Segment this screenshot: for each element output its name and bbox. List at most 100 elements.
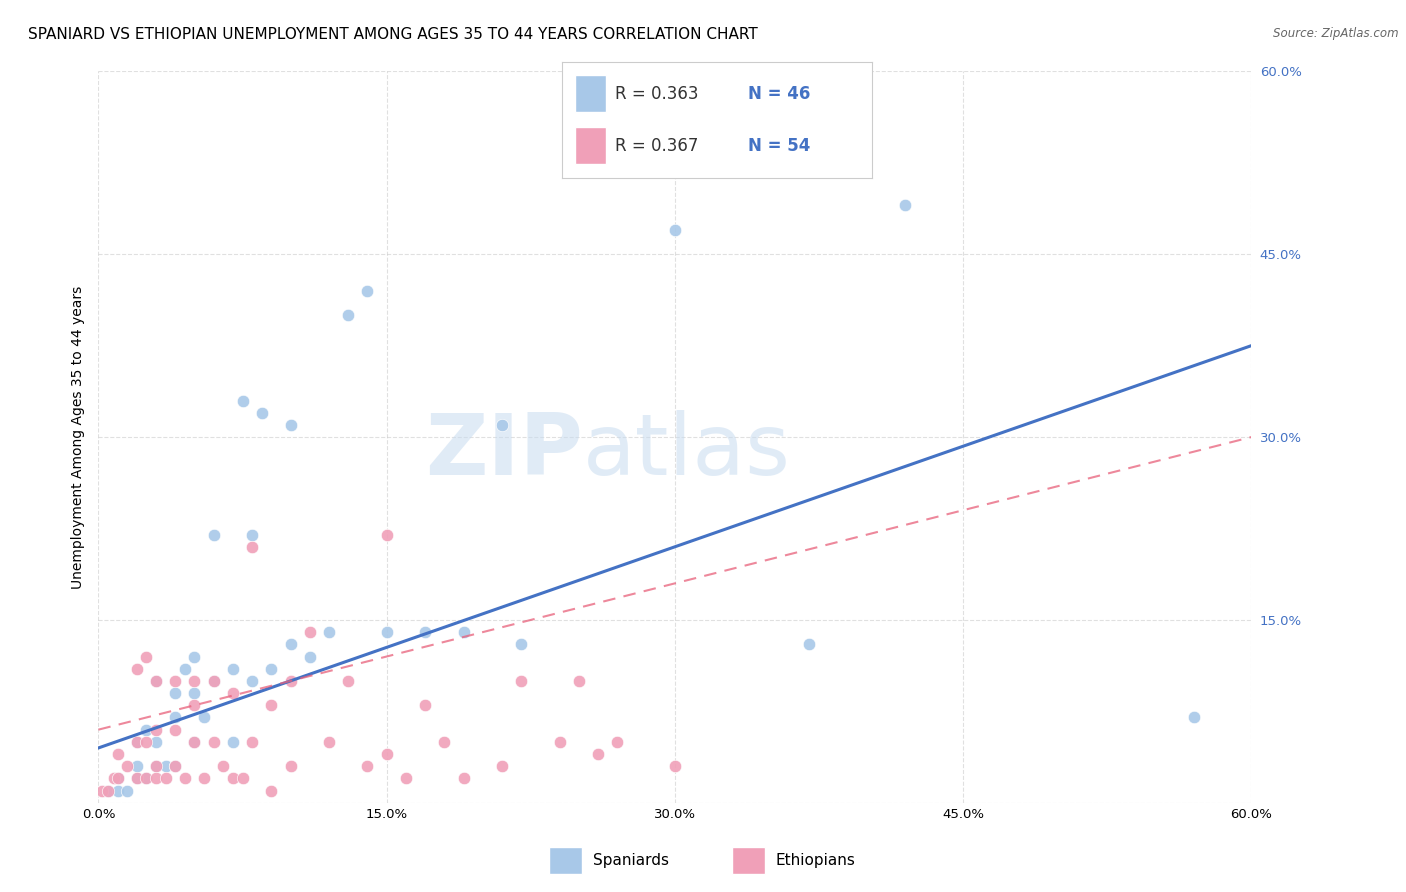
Point <box>165 710 187 724</box>
Point <box>606 113 628 128</box>
Point <box>491 759 513 773</box>
Point <box>107 772 129 786</box>
Point <box>231 772 254 786</box>
Point <box>337 673 360 688</box>
Point <box>193 710 215 724</box>
Point <box>413 625 436 640</box>
Point <box>145 759 167 773</box>
Point <box>202 527 225 541</box>
Point <box>212 759 235 773</box>
Point <box>433 735 456 749</box>
Point <box>799 637 821 651</box>
Point <box>664 223 686 237</box>
Point <box>664 759 686 773</box>
Point <box>280 417 302 432</box>
Point <box>125 735 148 749</box>
Point <box>125 772 148 786</box>
Point <box>97 783 120 797</box>
Text: R = 0.367: R = 0.367 <box>614 137 699 155</box>
Point <box>375 747 398 761</box>
Point <box>356 284 378 298</box>
Point <box>280 637 302 651</box>
Point <box>510 637 533 651</box>
Point <box>117 783 139 797</box>
Point <box>1182 710 1205 724</box>
Point <box>145 759 167 773</box>
Point <box>222 686 245 700</box>
Point <box>107 772 129 786</box>
Point <box>174 662 197 676</box>
Bar <box>548 847 582 874</box>
Point <box>240 735 263 749</box>
Point <box>155 772 177 786</box>
Point <box>91 783 114 797</box>
Text: R = 0.363: R = 0.363 <box>614 85 699 103</box>
Point <box>202 735 225 749</box>
Point <box>193 772 215 786</box>
Text: N = 46: N = 46 <box>748 85 810 103</box>
Point <box>145 673 167 688</box>
Y-axis label: Unemployment Among Ages 35 to 44 years: Unemployment Among Ages 35 to 44 years <box>70 285 84 589</box>
Point <box>183 735 205 749</box>
Point <box>453 625 475 640</box>
Point <box>202 673 225 688</box>
Point <box>97 783 120 797</box>
Text: ZIP: ZIP <box>425 410 582 493</box>
Point <box>491 417 513 432</box>
Text: atlas: atlas <box>582 410 790 493</box>
Point <box>107 747 129 761</box>
Point <box>375 625 398 640</box>
Point <box>145 772 167 786</box>
Point <box>231 393 254 408</box>
Point <box>125 662 148 676</box>
Point <box>183 673 205 688</box>
Point <box>135 723 157 737</box>
Text: SPANIARD VS ETHIOPIAN UNEMPLOYMENT AMONG AGES 35 TO 44 YEARS CORRELATION CHART: SPANIARD VS ETHIOPIAN UNEMPLOYMENT AMONG… <box>28 27 758 42</box>
Point <box>135 649 157 664</box>
Point <box>165 723 187 737</box>
Point <box>107 783 129 797</box>
Point <box>510 673 533 688</box>
Bar <box>731 847 765 874</box>
Point <box>260 783 283 797</box>
Point <box>356 759 378 773</box>
Point <box>103 772 125 786</box>
Point <box>183 698 205 713</box>
Point <box>145 735 167 749</box>
Point <box>174 772 197 786</box>
Point <box>586 747 609 761</box>
Point <box>568 673 591 688</box>
Point <box>240 527 263 541</box>
Point <box>222 735 245 749</box>
Point <box>135 735 157 749</box>
Point <box>145 723 167 737</box>
Point <box>260 698 283 713</box>
Point <box>894 198 917 212</box>
Point <box>165 759 187 773</box>
Point <box>117 759 139 773</box>
Point <box>183 735 205 749</box>
Point <box>202 673 225 688</box>
Point <box>145 673 167 688</box>
Point <box>250 406 273 420</box>
Bar <box>575 128 606 164</box>
Point <box>222 772 245 786</box>
Point <box>165 686 187 700</box>
Point <box>337 308 360 322</box>
Point <box>135 772 157 786</box>
Point <box>125 759 148 773</box>
Point <box>165 673 187 688</box>
Point <box>125 735 148 749</box>
Point <box>280 673 302 688</box>
Text: Ethiopians: Ethiopians <box>776 854 855 868</box>
Point <box>453 772 475 786</box>
Text: Spaniards: Spaniards <box>593 854 669 868</box>
Point <box>125 772 148 786</box>
Point <box>155 759 177 773</box>
Point <box>413 698 436 713</box>
Bar <box>575 75 606 112</box>
Point <box>240 673 263 688</box>
Point <box>318 625 340 640</box>
Point <box>395 772 418 786</box>
Point <box>375 527 398 541</box>
